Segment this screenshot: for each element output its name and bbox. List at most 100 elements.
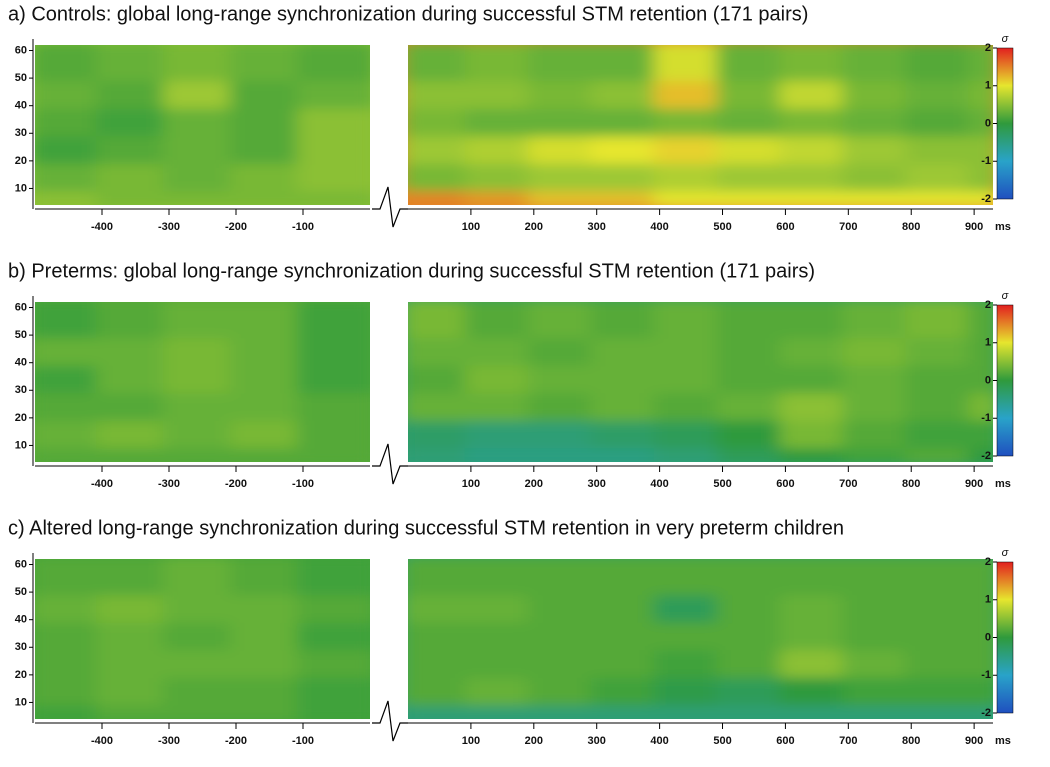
heatmap-cell xyxy=(35,302,108,339)
panel-title: a) Controls: global long-range synchroni… xyxy=(8,3,808,25)
y-tick-label: 50 xyxy=(15,72,27,84)
x-tick-label: -400 xyxy=(91,735,113,747)
y-tick-label: 10 xyxy=(15,439,27,451)
x-tick-label: 300 xyxy=(588,221,606,233)
x-tick-label: 100 xyxy=(462,478,480,490)
heatmap-cell xyxy=(163,45,242,82)
y-tick-label: 20 xyxy=(15,412,27,424)
heatmap-cell xyxy=(842,45,918,82)
y-tick-label: 30 xyxy=(15,641,27,653)
colorbar-tick-label: -1 xyxy=(981,412,991,424)
x-tick-label: -400 xyxy=(91,221,113,233)
heatmap-cell xyxy=(779,559,855,596)
y-tick-label: 40 xyxy=(15,614,27,626)
x-tick-label: 600 xyxy=(776,735,794,747)
heatmap-area xyxy=(408,45,993,205)
x-tick-label: -100 xyxy=(292,221,314,233)
heatmap-cell xyxy=(653,559,729,596)
x-tick-label: -200 xyxy=(225,478,247,490)
y-tick-label: 30 xyxy=(15,127,27,139)
x-tick-label: 500 xyxy=(713,478,731,490)
x-tick-label: 100 xyxy=(462,735,480,747)
heatmap-cell xyxy=(297,45,370,82)
colorbar xyxy=(996,47,1014,200)
axis-break xyxy=(372,700,408,742)
y-tick-label: 60 xyxy=(15,558,27,570)
heatmap-cell xyxy=(716,559,792,596)
heatmap-cell xyxy=(653,45,729,82)
panel-title: c) Altered long-range synchronization du… xyxy=(8,517,844,539)
x-tick-label: 700 xyxy=(839,478,857,490)
heatmap-cell xyxy=(653,302,729,339)
heatmap-cell xyxy=(527,302,603,339)
heatmap-cell xyxy=(297,559,370,596)
x-tick-label: -300 xyxy=(158,478,180,490)
heatmap-cells xyxy=(35,45,370,205)
heatmap-cell xyxy=(230,45,309,82)
heatmap-cell xyxy=(230,559,309,596)
colorbar-tick-label: -1 xyxy=(981,669,991,681)
heatmap-area xyxy=(35,302,370,462)
x-tick-label: 500 xyxy=(713,735,731,747)
x-tick-label: 300 xyxy=(588,478,606,490)
heatmap-cell xyxy=(527,45,603,82)
heatmap-cell xyxy=(905,302,981,339)
colorbar-tick-label: -2 xyxy=(981,193,991,205)
heatmap-cells xyxy=(408,45,993,205)
y-tick-label: 50 xyxy=(15,586,27,598)
x-tick-label: 800 xyxy=(902,735,920,747)
heatmap-cell xyxy=(527,559,603,596)
panel-title: b) Preterms: global long-range synchroni… xyxy=(8,260,815,282)
y-tick-label: 10 xyxy=(15,182,27,194)
heatmap-cell xyxy=(968,559,993,596)
heatmap-cell xyxy=(230,302,309,339)
colorbar xyxy=(996,304,1014,457)
heatmap-cell xyxy=(968,302,993,339)
axis-break xyxy=(372,443,408,485)
heatmap-cell xyxy=(297,302,370,339)
colorbar-tick-label: 2 xyxy=(985,42,991,54)
heatmap-cell xyxy=(905,559,981,596)
x-tick-label: 800 xyxy=(902,478,920,490)
x-tick-label: 700 xyxy=(839,735,857,747)
colorbar-tick-label: -1 xyxy=(981,155,991,167)
x-tick-label: 600 xyxy=(776,221,794,233)
x-tick-label: 900 xyxy=(965,735,983,747)
x-tick-label: 200 xyxy=(525,735,543,747)
colorbar-tick-label: 1 xyxy=(985,594,991,606)
x-tick-label: -200 xyxy=(225,735,247,747)
heatmap-cell xyxy=(716,45,792,82)
heatmap-cell xyxy=(464,45,540,82)
x-tick-label: 800 xyxy=(902,221,920,233)
x-tick-label: 700 xyxy=(839,221,857,233)
y-tick-label: 60 xyxy=(15,301,27,313)
y-tick-label: 10 xyxy=(15,696,27,708)
axis-break xyxy=(372,186,408,228)
x-tick-label: 300 xyxy=(588,735,606,747)
heatmap-cell xyxy=(779,45,855,82)
y-tick-label: 30 xyxy=(15,384,27,396)
colorbar-label: σ xyxy=(1002,547,1009,559)
heatmap-cell xyxy=(96,302,175,339)
heatmap-cell xyxy=(464,559,540,596)
heatmap-cell xyxy=(96,45,175,82)
colorbar-tick-label: 0 xyxy=(985,117,991,129)
heatmap-cell xyxy=(163,302,242,339)
x-tick-label: 200 xyxy=(525,478,543,490)
x-unit: ms xyxy=(995,478,1011,490)
heatmap-cell xyxy=(842,559,918,596)
heatmap-cell xyxy=(35,559,108,596)
heatmap-cells xyxy=(35,559,370,719)
colorbar-tick-label: 1 xyxy=(985,80,991,92)
heatmap-cell xyxy=(842,302,918,339)
heatmap-cell xyxy=(590,45,666,82)
heatmap-area xyxy=(408,302,993,462)
colorbar-label: σ xyxy=(1002,33,1009,45)
heatmap-cell xyxy=(590,302,666,339)
heatmap-cells xyxy=(408,559,993,719)
heatmap-cell xyxy=(716,302,792,339)
heatmap-cell xyxy=(35,45,108,82)
heatmap-cell xyxy=(779,302,855,339)
y-tick-label: 20 xyxy=(15,155,27,167)
